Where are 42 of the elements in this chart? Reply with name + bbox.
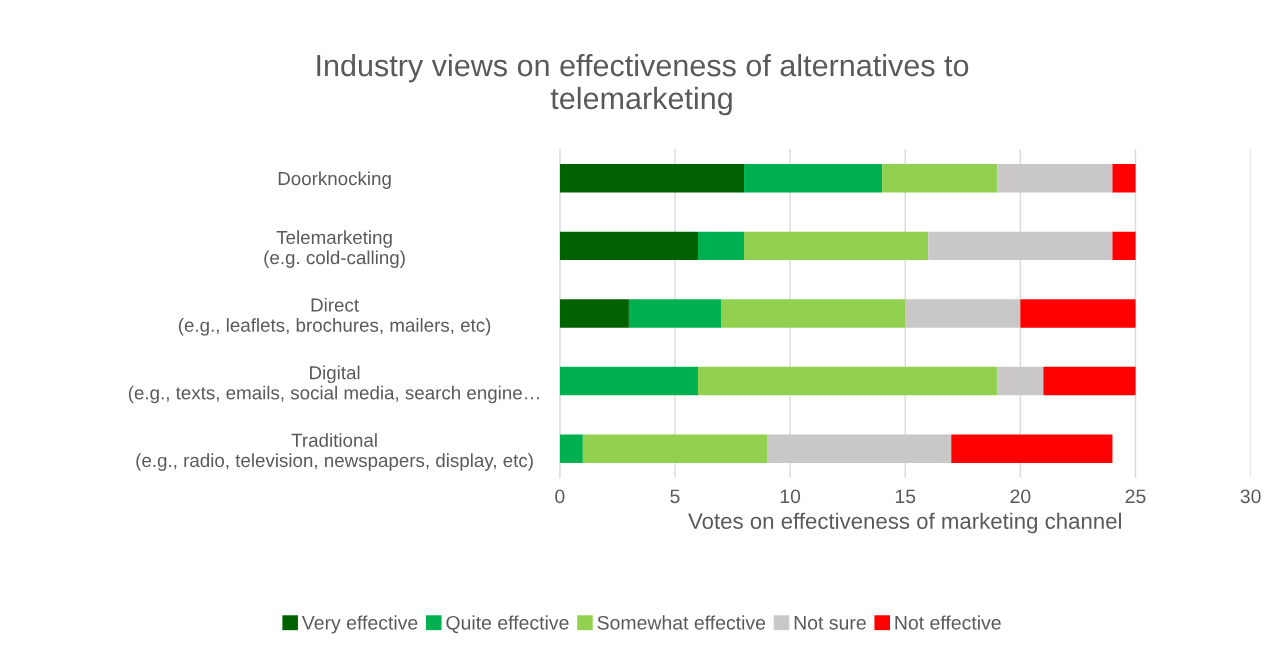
x-tick-label: 15 xyxy=(895,489,916,504)
bar xyxy=(628,299,722,328)
bar xyxy=(744,164,883,193)
x-tick-label: 0 xyxy=(555,489,565,504)
y-tick-label: Traditional (e.g., radio, television, newspapers, display, etc) xyxy=(136,433,533,471)
chart-title: Industry views on effectiveness of alternatives to telemarketing xyxy=(317,53,969,116)
bar xyxy=(559,299,629,328)
bar xyxy=(697,231,745,261)
bar xyxy=(905,299,1021,328)
bar xyxy=(882,164,998,193)
y-tick-label: Doorknocking xyxy=(278,171,391,189)
x-tick-label: 20 xyxy=(1010,489,1031,504)
bar xyxy=(697,366,998,396)
y-tick-label: Direct (e.g., leaflets, brochures, mailers, etc) xyxy=(178,297,491,336)
x-tick-label: 10 xyxy=(780,489,801,504)
y-tick-label: Digital (e.g., texts, emails, social media, search engine… xyxy=(128,365,539,404)
bar xyxy=(582,434,768,463)
x-axis-title: Votes on effectiveness of marketing channel xyxy=(688,512,1121,534)
bar xyxy=(1112,164,1136,193)
legend-label: Very effective xyxy=(301,615,418,634)
bar xyxy=(928,231,1113,261)
bar xyxy=(559,231,698,261)
bar xyxy=(1043,366,1136,396)
legend-label: Not sure xyxy=(794,616,866,630)
legend-label: Somewhat effective xyxy=(597,615,766,630)
legend-label: Not effective xyxy=(895,615,1001,630)
bar xyxy=(744,231,929,261)
bar xyxy=(767,434,952,463)
y-tick-label: Telemarketing (e.g. cold-calling) xyxy=(264,230,405,268)
x-tick-label: 5 xyxy=(670,489,680,504)
bar xyxy=(559,164,745,193)
bar xyxy=(559,434,583,463)
bar xyxy=(997,366,1044,396)
legend-label: Quite effective xyxy=(446,615,569,634)
x-tick-label: 25 xyxy=(1125,489,1146,504)
bar xyxy=(1020,299,1136,328)
bar xyxy=(1112,231,1136,261)
bar xyxy=(997,164,1113,193)
bar xyxy=(559,366,698,396)
bar xyxy=(721,299,906,328)
x-tick-label: 30 xyxy=(1240,489,1261,504)
bar xyxy=(951,434,1113,463)
